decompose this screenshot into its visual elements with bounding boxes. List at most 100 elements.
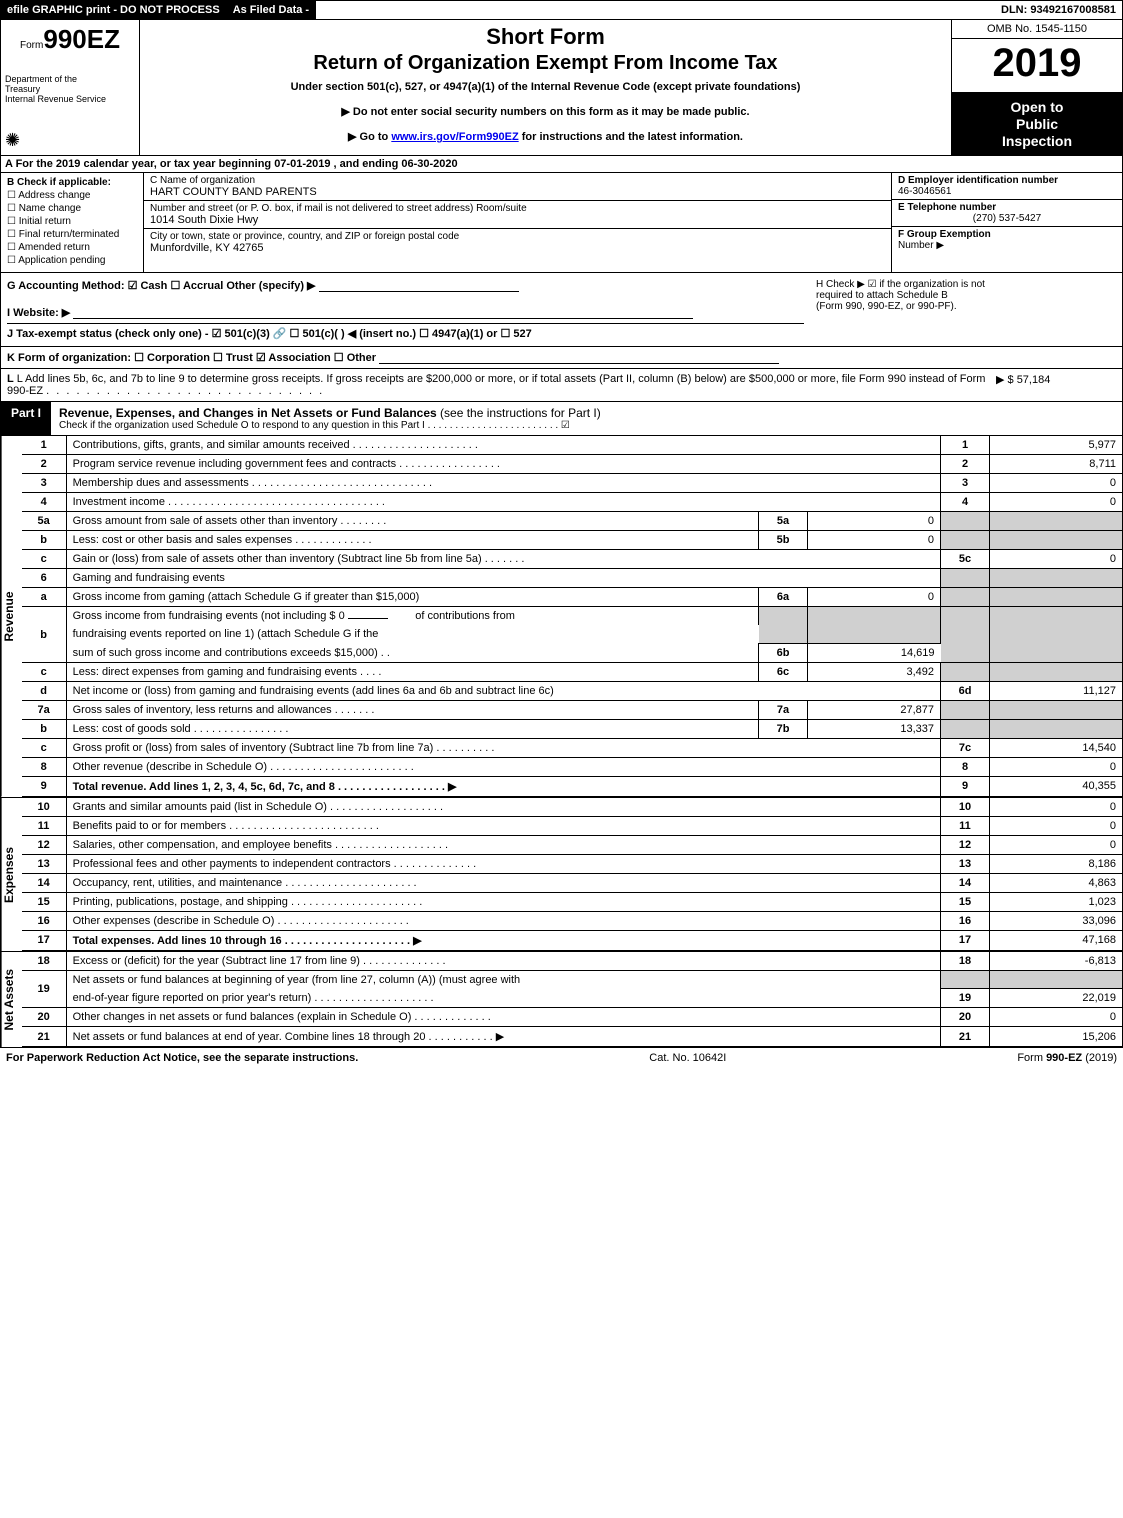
l2-box: 2 bbox=[941, 455, 990, 474]
chk-address[interactable]: ☐ Address change bbox=[7, 190, 137, 201]
asfiled-label: As Filed Data - bbox=[227, 1, 316, 19]
footer: For Paperwork Reduction Act Notice, see … bbox=[0, 1048, 1123, 1068]
l6b-desc4: sum of such gross income and contributio… bbox=[66, 643, 758, 662]
l5c-desc: Gain or (loss) from sale of assets other… bbox=[66, 550, 940, 569]
chk-final-label: Final return/terminated bbox=[19, 229, 120, 240]
l2-num: 2 bbox=[22, 455, 67, 474]
k-label: K Form of organization: ☐ Corporation ☐ … bbox=[7, 352, 376, 364]
city-row: City or town, state or province, country… bbox=[144, 229, 891, 256]
l6a-mbox: 6a bbox=[759, 588, 808, 607]
l6b-d2: of contributions from bbox=[415, 610, 515, 622]
l3-amt: 0 bbox=[990, 474, 1123, 493]
form-body: Form990EZ ✺ Department of the Treasury I… bbox=[0, 20, 1123, 1048]
l1-box: 1 bbox=[941, 436, 990, 455]
l16-amt: 33,096 bbox=[990, 911, 1123, 930]
line-21: 21 Net assets or fund balances at end of… bbox=[22, 1027, 1122, 1047]
title-left: Form990EZ ✺ Department of the Treasury I… bbox=[1, 20, 140, 155]
l5b-shade1 bbox=[941, 531, 990, 550]
omb-number: OMB No. 1545-1150 bbox=[952, 20, 1122, 39]
l7a-num: 7a bbox=[22, 700, 67, 719]
l21-amt: 15,206 bbox=[990, 1027, 1123, 1047]
g-underline[interactable] bbox=[319, 279, 519, 292]
l19-desc2: end-of-year figure reported on prior yea… bbox=[66, 989, 940, 1008]
l5c-amt: 0 bbox=[990, 550, 1123, 569]
part1-title-paren: (see the instructions for Part I) bbox=[437, 406, 601, 420]
k-underline[interactable] bbox=[379, 351, 779, 364]
line-12: 12 Salaries, other compensation, and emp… bbox=[22, 835, 1122, 854]
l10-num: 10 bbox=[22, 798, 67, 817]
l19-shade1 bbox=[941, 970, 990, 989]
sub3-pre: ▶ Go to bbox=[348, 131, 391, 143]
title-row: Form990EZ ✺ Department of the Treasury I… bbox=[1, 20, 1122, 156]
expenses-section: Expenses 10 Grants and similar amounts p… bbox=[1, 797, 1122, 951]
l6a-shade1 bbox=[941, 588, 990, 607]
l6b-underline bbox=[348, 618, 388, 619]
l18-amt: -6,813 bbox=[990, 952, 1123, 971]
chk-name[interactable]: ☐ Name change bbox=[7, 203, 137, 214]
l18-desc: Excess or (deficit) for the year (Subtra… bbox=[66, 952, 940, 971]
line-2: 2 Program service revenue including gove… bbox=[22, 455, 1122, 474]
l6a-shade2 bbox=[990, 588, 1123, 607]
l3-desc: Membership dues and assessments . . . . … bbox=[66, 474, 940, 493]
chk-final[interactable]: ☐ Final return/terminated bbox=[7, 229, 137, 240]
chk-pending[interactable]: ☐ Application pending bbox=[7, 255, 137, 266]
l9-desc-b: Total revenue. Add lines 1, 2, 3, 4, 5c,… bbox=[73, 781, 457, 793]
revenue-side-label: Revenue bbox=[1, 436, 22, 797]
l6d-desc: Net income or (loss) from gaming and fun… bbox=[66, 681, 940, 700]
l19-shade2 bbox=[990, 970, 1123, 989]
l5a-desc: Gross amount from sale of assets other t… bbox=[66, 512, 758, 531]
l6-shade2 bbox=[990, 569, 1123, 588]
l3-box: 3 bbox=[941, 474, 990, 493]
city-value: Munfordville, KY 42765 bbox=[150, 242, 264, 254]
l2-desc: Program service revenue including govern… bbox=[66, 455, 940, 474]
l6c-mbox: 6c bbox=[759, 662, 808, 681]
l8-num: 8 bbox=[22, 757, 67, 776]
l4-desc: Investment income . . . . . . . . . . . … bbox=[66, 493, 940, 512]
efile-label: efile GRAPHIC print - DO NOT PROCESS bbox=[1, 1, 227, 19]
h-block: H Check ▶ ☑ if the organization is not r… bbox=[810, 273, 1122, 346]
line-4: 4 Investment income . . . . . . . . . . … bbox=[22, 493, 1122, 512]
i-underline[interactable] bbox=[73, 306, 693, 319]
col-b-head: B Check if applicable: bbox=[7, 177, 111, 188]
l7b-desc: Less: cost of goods sold . . . . . . . .… bbox=[66, 719, 758, 738]
l9-box: 9 bbox=[941, 776, 990, 796]
tel-value: (270) 537-5427 bbox=[898, 213, 1116, 224]
chk-amended[interactable]: ☐ Amended return bbox=[7, 242, 137, 253]
l21-desc: Net assets or fund balances at end of ye… bbox=[66, 1027, 940, 1047]
line-6b-1: b Gross income from fundraising events (… bbox=[22, 607, 1122, 626]
chk-initial[interactable]: ☐ Initial return bbox=[7, 216, 137, 227]
l15-amt: 1,023 bbox=[990, 892, 1123, 911]
l-amount: ▶ $ 57,184 bbox=[996, 373, 1116, 397]
l6-num: 6 bbox=[22, 569, 67, 588]
chk-name-label: Name change bbox=[19, 203, 81, 214]
l16-desc: Other expenses (describe in Schedule O) … bbox=[66, 911, 940, 930]
l6-shade1 bbox=[941, 569, 990, 588]
l17-num: 17 bbox=[22, 930, 67, 950]
l10-amt: 0 bbox=[990, 798, 1123, 817]
ein-row: D Employer identification number 46-3046… bbox=[892, 173, 1122, 200]
l6d-amt: 11,127 bbox=[990, 681, 1123, 700]
group-row: F Group Exemption Number ▶ bbox=[892, 227, 1122, 272]
netassets-section: Net Assets 18 Excess or (deficit) for th… bbox=[1, 951, 1122, 1048]
l18-box: 18 bbox=[941, 952, 990, 971]
l13-box: 13 bbox=[941, 854, 990, 873]
part1-tab: Part I bbox=[1, 402, 51, 435]
l6a-num: a bbox=[22, 588, 67, 607]
line-19a: 19 Net assets or fund balances at beginn… bbox=[22, 970, 1122, 989]
instructions-link[interactable]: www.irs.gov/Form990EZ bbox=[391, 131, 518, 143]
dept-line3: Internal Revenue Service bbox=[5, 95, 135, 105]
part1-sub: Check if the organization used Schedule … bbox=[59, 420, 1114, 431]
dept-block: Department of the Treasury Internal Reve… bbox=[5, 75, 135, 105]
l6b-desc1: Gross income from fundraising events (no… bbox=[66, 607, 758, 626]
l9-num: 9 bbox=[22, 776, 67, 796]
l6b-shade2 bbox=[990, 607, 1123, 663]
footer-mid: Cat. No. 10642I bbox=[649, 1052, 726, 1064]
l6c-shade1 bbox=[941, 662, 990, 681]
irs-seal-icon: ✺ bbox=[5, 130, 20, 151]
l6b-mshade2 bbox=[808, 607, 941, 644]
row-k: K Form of organization: ☐ Corporation ☐ … bbox=[1, 347, 1122, 369]
l7c-amt: 14,540 bbox=[990, 738, 1123, 757]
l6b-mbox: 6b bbox=[759, 643, 808, 662]
title-right: OMB No. 1545-1150 2019 Open to Public In… bbox=[951, 20, 1122, 155]
tax-year: 2019 bbox=[952, 39, 1122, 93]
